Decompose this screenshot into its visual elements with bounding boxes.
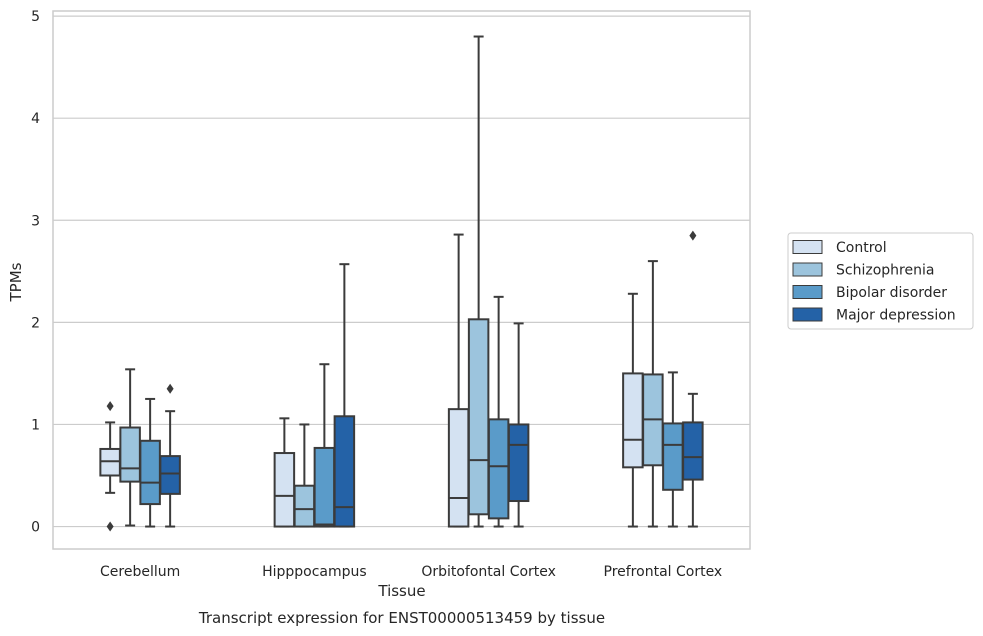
series-schizophrenia	[119, 35, 664, 528]
box	[333, 263, 356, 528]
box	[507, 322, 530, 528]
iqr-box	[333, 415, 356, 528]
box	[159, 383, 181, 528]
series-control	[99, 233, 644, 532]
x-tick-labels: Cerebellum Hipppocampus Orbitofontal Corte…	[100, 564, 722, 580]
box	[447, 233, 470, 528]
legend-frame	[787, 232, 974, 330]
box	[642, 260, 664, 528]
outlier-point	[166, 383, 174, 394]
figure-caption: Transcript expression for ENST0000051345…	[198, 609, 605, 627]
iqr-box	[487, 418, 510, 520]
legend-swatch	[792, 262, 823, 277]
series-major-depression	[159, 230, 704, 528]
y-tick-labels: 0 1 2 3 4 5	[31, 9, 40, 535]
legend-swatch	[792, 307, 823, 322]
iqr-box	[99, 447, 121, 477]
iqr-box	[507, 423, 530, 503]
box	[487, 295, 510, 528]
box	[273, 417, 296, 528]
box	[682, 230, 704, 528]
y-tick-label: 3	[31, 213, 40, 229]
legend-swatch	[792, 285, 823, 299]
iqr-box	[313, 446, 336, 528]
iqr-box	[682, 421, 704, 481]
box-series	[99, 35, 704, 532]
legend-label: Schizophrenia	[836, 263, 934, 279]
iqr-box	[447, 408, 470, 528]
box	[662, 371, 684, 528]
x-tick-label: Cerebellum	[100, 564, 180, 580]
outlier-point	[689, 230, 697, 241]
iqr-box	[159, 455, 181, 495]
y-tick-label: 5	[31, 9, 40, 25]
y-axis-label: TPMs	[7, 262, 25, 302]
box	[622, 292, 644, 528]
plot-frame	[52, 10, 751, 550]
legend-label: Bipolar disorder	[836, 285, 947, 301]
y-tick-label: 1	[31, 417, 40, 433]
iqr-box	[273, 452, 296, 528]
legend-label: Control	[836, 240, 887, 256]
box	[119, 368, 141, 527]
iqr-box	[119, 426, 141, 483]
x-tick-label: Orbitofontal Cortex	[421, 564, 556, 580]
legend-label: Major depression	[836, 308, 956, 324]
box	[467, 35, 490, 528]
x-axis-label: Tissue	[377, 582, 425, 600]
x-tick-label: Prefrontal Cortex	[604, 564, 723, 580]
iqr-box	[467, 318, 490, 516]
outlier-point	[106, 521, 114, 532]
y-tick-label: 2	[31, 315, 40, 331]
series-bipolar-disorder	[139, 295, 684, 528]
box	[313, 363, 336, 528]
x-tick-label: Hipppocampus	[262, 564, 367, 580]
iqr-box	[293, 484, 316, 528]
iqr-box	[622, 372, 644, 469]
outlier-point	[106, 401, 114, 412]
iqr-box	[662, 422, 684, 491]
y-tick-label: 4	[31, 111, 40, 127]
legend-swatch	[792, 240, 823, 254]
legend: Control Schizophrenia Bipolar disorder Majo…	[787, 232, 974, 330]
iqr-box	[139, 439, 161, 506]
y-tick-label: 0	[31, 520, 40, 536]
